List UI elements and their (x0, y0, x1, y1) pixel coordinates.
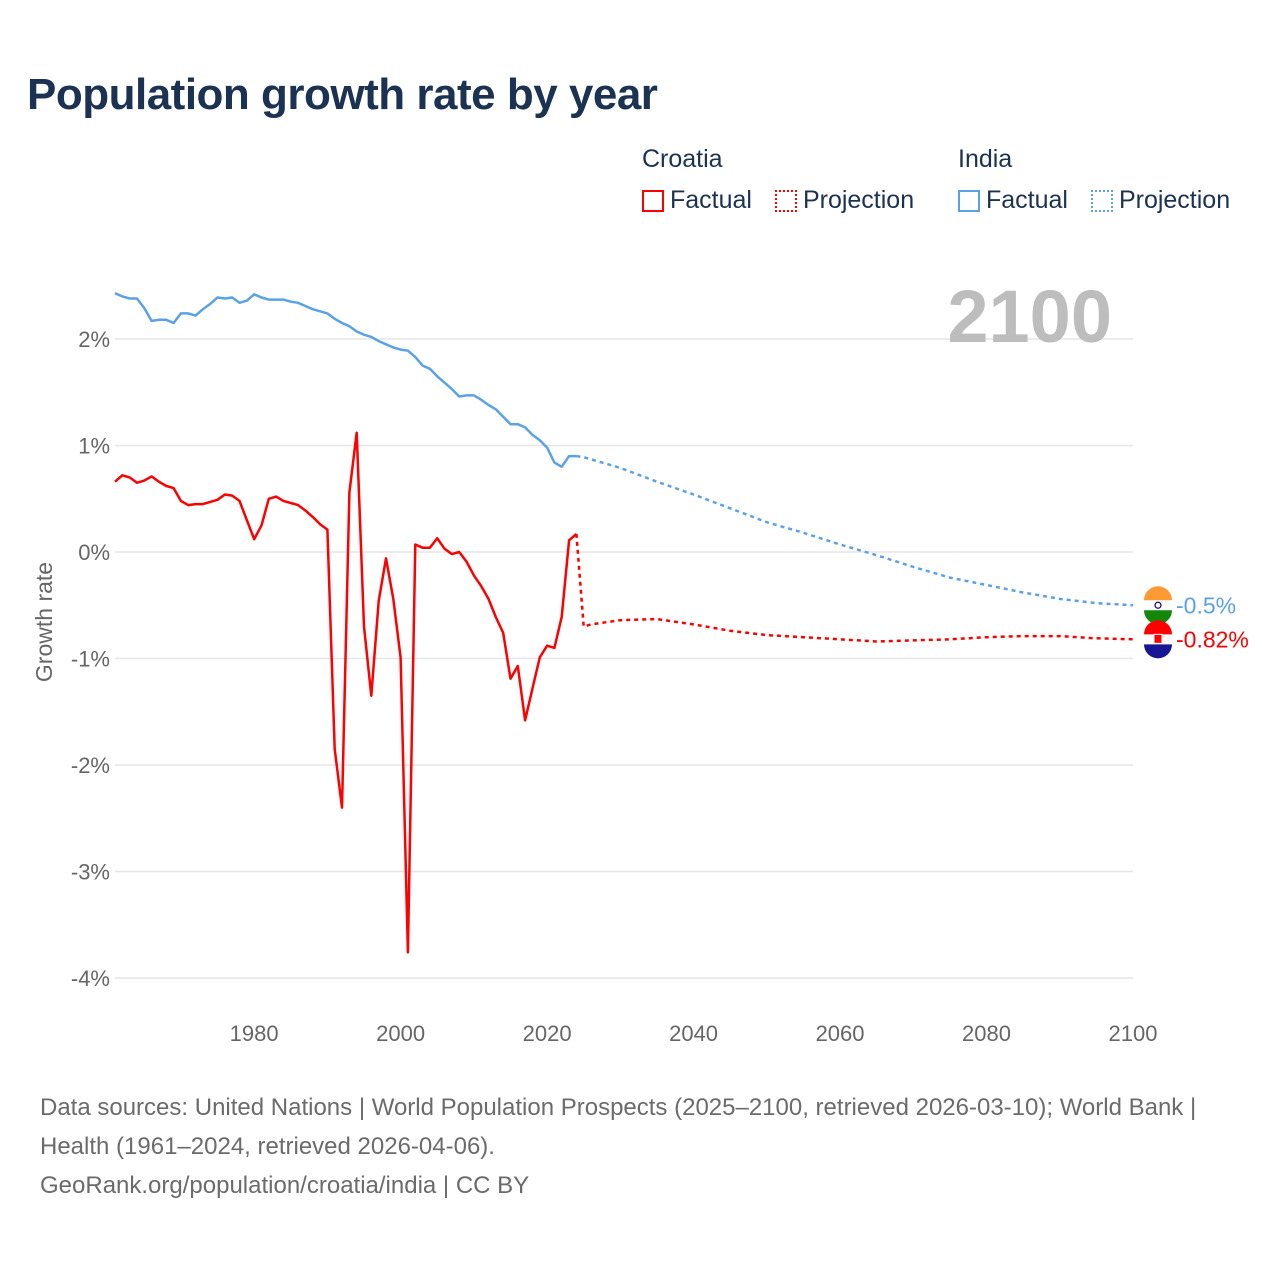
y-tick-label: -4% (71, 966, 110, 991)
croatia-flag-shield (1153, 633, 1163, 644)
y-tick-label: -3% (71, 860, 110, 885)
legend-india: India Factual Projection (958, 145, 1230, 219)
legend-swatch-dotted (1090, 189, 1113, 212)
india-projection-line (576, 454, 1134, 607)
y-tick-label: -2% (71, 753, 110, 778)
x-tick-label: 1980 (230, 1021, 279, 1046)
croatia-flag-red (1144, 620, 1172, 635)
chart-title: Population growth rate by year (27, 70, 658, 119)
y-tick-label: 1% (78, 434, 110, 459)
x-tick-label: 2100 (1109, 1021, 1158, 1046)
x-tick-label: 2080 (962, 1021, 1011, 1046)
credit-link[interactable]: GeoRank.org/population/croatia/india | C… (40, 1172, 530, 1199)
y-axis-label: Growth rate (31, 562, 57, 682)
x-tick-label: 2060 (816, 1021, 865, 1046)
legend-item-croatia-factual[interactable]: Factual (642, 186, 752, 215)
y-tick-label: -1% (71, 647, 110, 672)
legend-label: Projection (802, 186, 915, 214)
india-factual-line (114, 292, 577, 469)
year-label: 2100 (947, 275, 1112, 358)
x-tick-label: 2040 (669, 1021, 718, 1046)
legend-group-name: Croatia (642, 145, 723, 173)
legend-label: Factual (670, 186, 752, 214)
legend-item-india-factual[interactable]: Factual (958, 186, 1068, 215)
legend-swatch-dotted (774, 189, 797, 212)
data-sources: Data sources: United Nations | World Pop… (40, 1094, 1197, 1160)
legend-label: Factual (986, 186, 1068, 214)
y-tick-label: 0% (78, 540, 110, 565)
croatia-flag-blue (1144, 644, 1172, 659)
legend-item-india-projection[interactable]: Projection (1090, 186, 1231, 215)
legend-croatia: Croatia Factual Projection (642, 145, 930, 219)
croatia-projection-line (575, 533, 1134, 643)
croatia-end-value-label: -0.82% (1176, 626, 1249, 652)
legend-swatch-solid (642, 189, 664, 212)
x-tick-label: 2020 (523, 1021, 572, 1046)
legend-swatch-solid (958, 189, 980, 212)
legend-item-croatia-projection[interactable]: Projection (774, 186, 915, 215)
x-tick-label: 2000 (376, 1021, 425, 1046)
india-flag-saffron (1144, 586, 1172, 601)
india-end-value-label: -0.5% (1176, 592, 1236, 618)
croatia-factual-line (114, 431, 578, 954)
y-tick-label: 2% (78, 327, 110, 352)
legend-label: Projection (1118, 186, 1231, 214)
india-flag-chakra (1154, 601, 1162, 609)
chart-footer: Data sources: United Nations | World Pop… (40, 1088, 1240, 1205)
legend-group-name: India (958, 145, 1013, 173)
india-flag-green (1144, 610, 1172, 625)
